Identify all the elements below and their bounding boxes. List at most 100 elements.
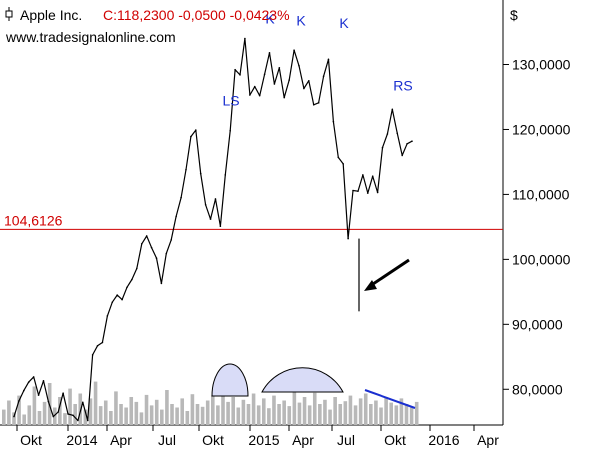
- price-axis: 80,0000 90,0000 100,0000 110,0000 120,0000 13…: [503, 57, 571, 397]
- volume-bar: [124, 407, 128, 425]
- volume-bar: [353, 405, 358, 425]
- volume-bar: [272, 395, 276, 425]
- price-point: [411, 140, 413, 142]
- volume-bar: [267, 408, 271, 425]
- volume-bar: [58, 397, 62, 425]
- price-point: [175, 215, 177, 218]
- price-quote: C:118,2300 -0,0500 -0,0423%: [103, 7, 290, 23]
- volume-bar: [32, 386, 37, 425]
- volume-bars: [2, 381, 419, 425]
- volume-bar: [307, 405, 312, 425]
- volume-bar: [358, 398, 363, 425]
- price-point: [72, 414, 74, 417]
- support-label: 104,6126: [4, 212, 63, 228]
- price-point: [288, 79, 290, 81]
- time-axis-label: Apr: [292, 432, 314, 448]
- volume-bar: [261, 398, 266, 425]
- price-point: [401, 154, 403, 157]
- volume-bar: [282, 400, 286, 425]
- price-point: [96, 344, 99, 347]
- volume-bar: [149, 405, 154, 425]
- price-point: [268, 52, 271, 54]
- volume-bar: [211, 395, 215, 425]
- time-axis: Okt 2014 Apr Jul Okt 2015 Apr Jul Okt 2016 Apr: [16, 425, 499, 448]
- price-point: [13, 415, 15, 418]
- price-point: [136, 267, 138, 270]
- price-point: [91, 354, 94, 356]
- volume-bar: [394, 405, 399, 425]
- time-axis-label: Okt: [20, 432, 42, 448]
- volume-bar: [369, 404, 373, 425]
- price-point: [131, 278, 133, 281]
- time-axis-label: 2016: [428, 432, 459, 448]
- volume-bar: [292, 390, 297, 425]
- source-url: www.tradesignalonline.com: [5, 29, 176, 45]
- volume-bar: [68, 388, 72, 425]
- volume-bar: [165, 390, 169, 425]
- price-axis-label: 130,0000: [512, 57, 571, 73]
- volume-bar: [175, 407, 179, 425]
- volume-bar: [374, 400, 378, 425]
- price-point: [234, 68, 236, 71]
- volume-bar: [83, 409, 88, 425]
- volume-bar: [42, 401, 47, 425]
- volume-bar: [323, 399, 327, 425]
- volume-bar: [2, 409, 6, 425]
- time-axis-label: Okt: [202, 432, 224, 448]
- price-point: [396, 132, 399, 135]
- volume-bar: [338, 404, 343, 425]
- instrument-name: Apple Inc.: [20, 7, 82, 23]
- down-arrow-icon: [364, 258, 410, 291]
- price-point: [366, 192, 369, 194]
- volume-bar: [154, 399, 159, 425]
- volume-bar: [363, 393, 368, 425]
- price-point: [327, 58, 330, 61]
- price-point: [386, 133, 389, 135]
- pattern-labels: LS K K K RS: [222, 11, 412, 109]
- price-point: [106, 315, 109, 317]
- volume-bar: [195, 404, 200, 425]
- volume-bar: [160, 409, 164, 425]
- volume-bar: [302, 397, 307, 425]
- volume-bar: [409, 407, 414, 425]
- volume-bar: [318, 404, 322, 425]
- volume-bar: [251, 393, 256, 425]
- volume-bar: [119, 404, 123, 425]
- volume-bar: [343, 401, 348, 425]
- time-axis-label: Apr: [110, 432, 132, 448]
- price-point: [293, 49, 295, 52]
- price-point: [342, 163, 345, 165]
- price-point: [62, 392, 64, 394]
- price-series: [13, 37, 413, 422]
- candlestick-icon: [5, 7, 13, 21]
- header: Apple Inc. C:118,2300 -0,0500 -0,0423% w…: [5, 7, 290, 45]
- price-point: [32, 376, 35, 378]
- price-point: [273, 83, 276, 85]
- time-axis-label: Jul: [158, 432, 176, 448]
- time-axis-label: Jul: [337, 432, 355, 448]
- price-point: [308, 79, 310, 82]
- volume-cup-small: [211, 363, 249, 397]
- volume-bar: [103, 400, 108, 425]
- price-point: [376, 191, 379, 194]
- volume-bar: [221, 390, 225, 425]
- volume-bar: [180, 398, 185, 425]
- price-point: [52, 415, 55, 418]
- volume-bar: [328, 409, 332, 425]
- price-point: [116, 294, 118, 296]
- volume-bar: [200, 406, 205, 425]
- price-point: [229, 129, 231, 132]
- volume-bar: [216, 405, 220, 425]
- price-point: [145, 235, 148, 237]
- time-axis-label: Apr: [477, 432, 499, 448]
- price-point: [253, 85, 256, 88]
- price-point: [111, 301, 114, 304]
- price-point: [352, 189, 354, 192]
- pattern-label: LS: [222, 92, 239, 108]
- volume-bar: [144, 394, 149, 425]
- volume-bar: [277, 404, 281, 425]
- price-point: [278, 66, 281, 69]
- price-point: [406, 142, 408, 145]
- price-axis-label: 100,0000: [512, 251, 571, 267]
